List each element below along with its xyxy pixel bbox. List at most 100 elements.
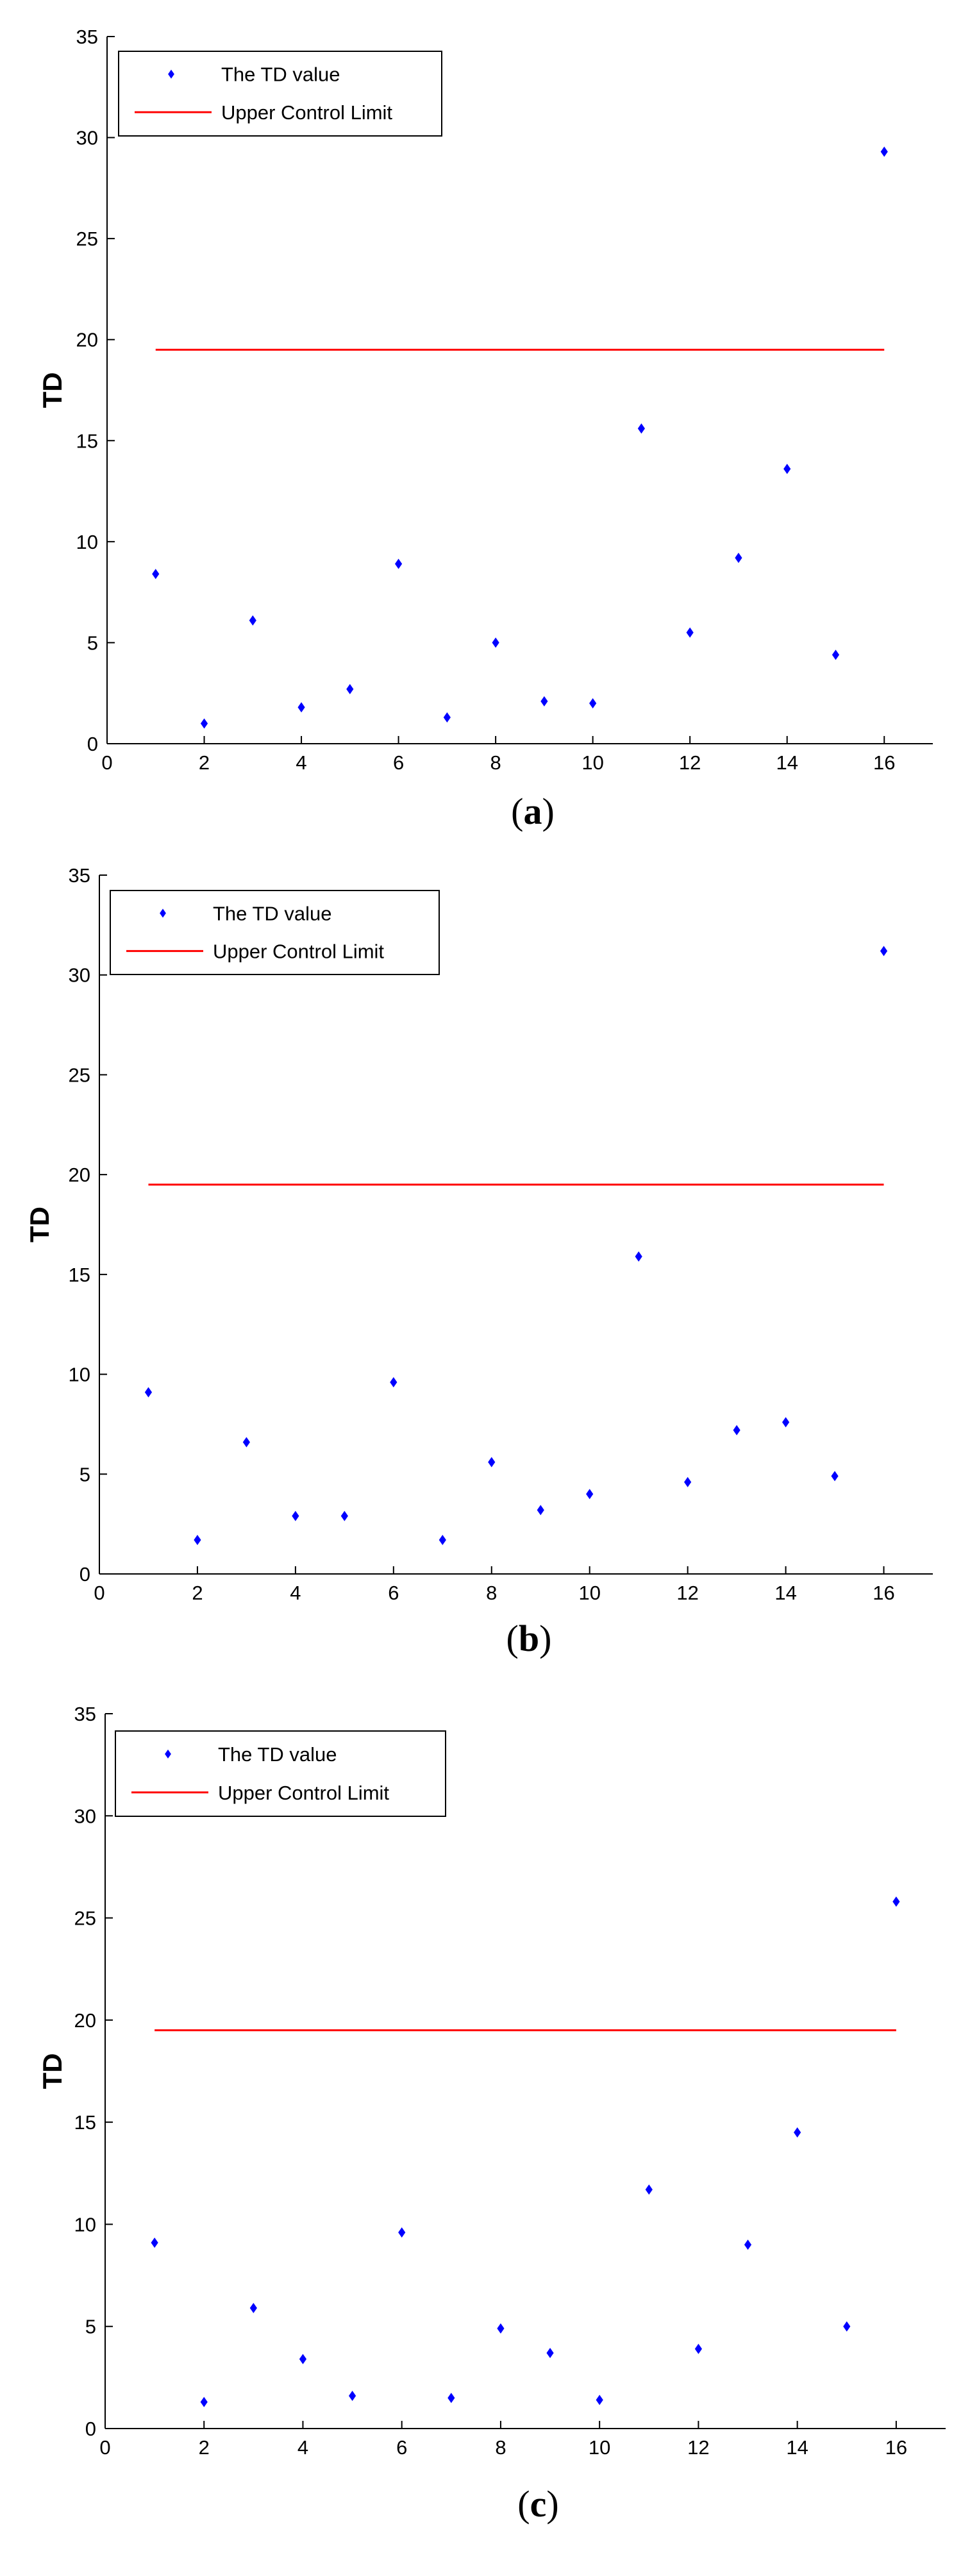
- td-value-point: [733, 1425, 740, 1435]
- y-axis-label: TD: [37, 2053, 67, 2089]
- x-tick-label: 16: [873, 751, 895, 774]
- td-value-point: [540, 696, 548, 707]
- td-value-point: [144, 1387, 153, 1398]
- x-tick-label: 6: [396, 2436, 407, 2459]
- x-tick-label: 4: [297, 2436, 308, 2459]
- y-tick-label: 10: [74, 2213, 96, 2236]
- td-value-point: [782, 1417, 790, 1428]
- td-value-point: [242, 1437, 251, 1448]
- td-value-point: [249, 615, 256, 626]
- legend: The TD value Upper Control Limit: [110, 890, 440, 975]
- x-tick-label: 14: [786, 2436, 808, 2459]
- td-value-point: [684, 1476, 692, 1487]
- caption-letter: c: [530, 2483, 547, 2525]
- legend-point-marker: [160, 908, 166, 918]
- td-value-point: [831, 1471, 839, 1482]
- td-value-point: [686, 627, 694, 638]
- y-tick-label: 20: [74, 2009, 96, 2032]
- legend-box: [110, 890, 440, 975]
- x-tick-label: 12: [676, 1582, 698, 1604]
- td-value-point: [637, 423, 646, 434]
- y-tick-label: 0: [85, 2418, 96, 2440]
- x-tick-label: 2: [199, 2436, 210, 2459]
- x-tick-label: 10: [578, 1582, 600, 1604]
- td-value-point: [398, 2227, 406, 2238]
- y-tick-label: 30: [74, 1805, 96, 1827]
- td-value-point: [635, 1251, 642, 1262]
- x-tick-label: 2: [192, 1582, 203, 1604]
- caption-open-paren: (: [511, 790, 523, 832]
- caption-close-paren: ): [542, 790, 555, 832]
- td-value-point: [880, 146, 888, 157]
- legend-box: [115, 1730, 446, 1817]
- panel-caption: (c): [517, 2483, 558, 2525]
- caption-close-paren: ): [546, 2483, 558, 2525]
- x-tick-label: 2: [199, 751, 210, 774]
- td-value-point: [447, 2393, 455, 2404]
- y-axis-label: TD: [24, 1207, 54, 1242]
- panel-caption: (a): [511, 790, 555, 832]
- x-tick-label: 8: [495, 2436, 506, 2459]
- x-tick-label: 6: [388, 1582, 399, 1604]
- td-value-point: [492, 637, 499, 648]
- x-tick-label: 0: [101, 751, 112, 774]
- y-tick-label: 25: [69, 1064, 90, 1086]
- td-value-point: [596, 2395, 603, 2405]
- chart-panel-c: 0 5 10 15 20 25 30 35 0 2 4 6 8 10 12 14 16 TD The TD valu…: [37, 1703, 946, 2525]
- td-value-point: [589, 698, 597, 708]
- td-value-point: [390, 1377, 397, 1388]
- y-tick-label: 15: [69, 1264, 90, 1286]
- x-tick-label: 4: [290, 1582, 301, 1604]
- x-tick-label: 10: [581, 751, 603, 774]
- caption-open-paren: (: [517, 2483, 530, 2525]
- x-tick-label: 0: [94, 1582, 105, 1604]
- td-value-point: [297, 702, 305, 713]
- y-tick-label: 35: [69, 864, 90, 887]
- td-value-point: [152, 569, 160, 580]
- x-tick-label: 10: [589, 2436, 610, 2459]
- y-tick-label: 10: [69, 1364, 90, 1386]
- x-tick-label: 14: [776, 751, 798, 774]
- td-value-point: [346, 683, 354, 694]
- td-value-point: [249, 2303, 257, 2314]
- y-tick-label: 20: [76, 329, 98, 351]
- td-value-point: [299, 2354, 307, 2364]
- y-tick-label: 10: [76, 531, 98, 553]
- x-tick-label: 16: [885, 2436, 907, 2459]
- caption-letter: b: [519, 1618, 539, 1659]
- td-value-point: [200, 718, 208, 729]
- y-tick-label: 25: [76, 228, 98, 250]
- x-tick-label: 16: [873, 1582, 894, 1604]
- td-value-point: [200, 2396, 208, 2407]
- x-tick-label: 6: [393, 751, 404, 774]
- legend-label-upper-control-limit: Upper Control Limit: [221, 101, 392, 124]
- td-value-point: [348, 2391, 356, 2402]
- x-tick-label: 12: [687, 2436, 709, 2459]
- y-tick-label: 15: [76, 430, 98, 452]
- td-value-point: [880, 946, 888, 957]
- legend-label-td-value: The TD value: [218, 1743, 337, 1766]
- x-tick-label: 14: [774, 1582, 796, 1604]
- legend-label-td-value: The TD value: [221, 63, 340, 86]
- chart-panel-a: 0 5 10 15 20 25 30 35 0 2 4 6 8 10 12 14 16 TD The TD valu…: [37, 26, 933, 832]
- y-tick-label: 5: [79, 1463, 90, 1485]
- x-tick-label: 12: [679, 751, 701, 774]
- caption-letter: a: [524, 790, 542, 832]
- y-tick-label: 5: [87, 631, 98, 654]
- legend-point-marker: [168, 69, 174, 79]
- td-value-point: [194, 1535, 201, 1546]
- caption-close-paren: ): [539, 1618, 551, 1659]
- td-value-point: [537, 1505, 544, 1516]
- legend-box: [118, 51, 442, 137]
- td-value-point: [394, 558, 403, 569]
- legend-label-upper-control-limit: Upper Control Limit: [213, 940, 384, 962]
- td-value-point: [340, 1510, 348, 1521]
- td-value-point: [892, 1896, 900, 1907]
- legend-label-td-value: The TD value: [213, 902, 332, 924]
- td-value-point: [783, 464, 791, 474]
- td-value-point: [586, 1489, 594, 1500]
- y-tick-label: 30: [76, 127, 98, 149]
- td-value-point: [546, 2348, 554, 2359]
- td-value-point: [744, 2239, 752, 2250]
